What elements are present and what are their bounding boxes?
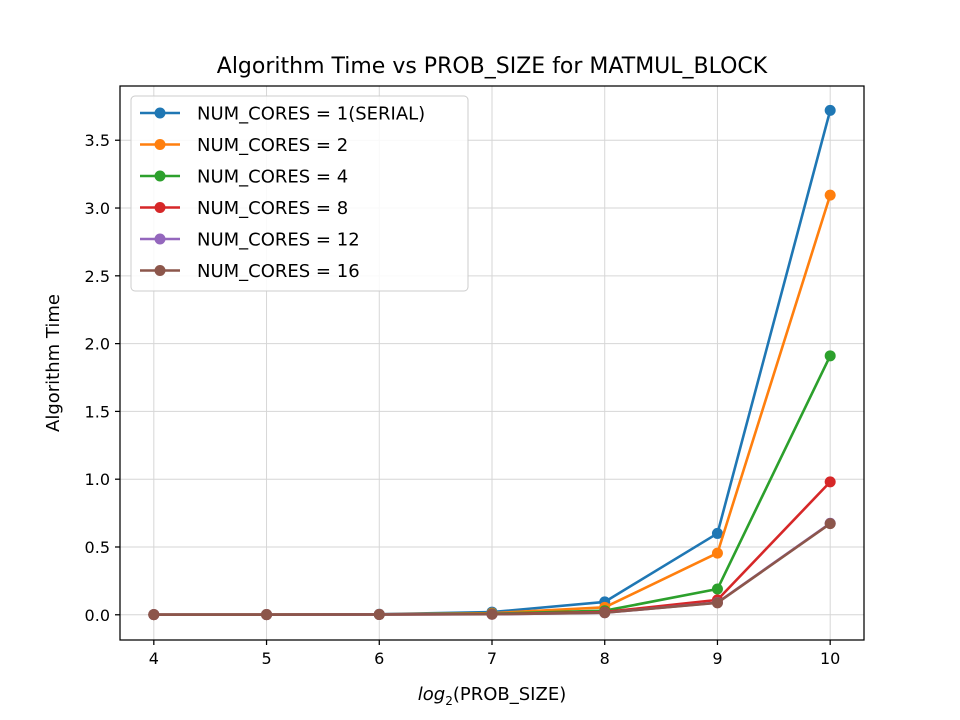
data-point — [824, 104, 836, 116]
y-axis-label: Algorithm Time — [43, 294, 64, 432]
x-tick-label: 6 — [374, 649, 384, 668]
x-tick-label: 4 — [149, 649, 159, 668]
y-tick-label: 0.5 — [85, 538, 110, 557]
legend-marker — [154, 170, 166, 182]
y-tick-label: 2.5 — [85, 267, 110, 286]
x-tick-label: 10 — [820, 649, 840, 668]
data-point — [148, 609, 160, 621]
y-tick-label: 2.0 — [85, 335, 110, 354]
legend-entry: NUM_CORES = 2 — [140, 135, 348, 156]
data-point — [711, 527, 723, 539]
y-tick-label: 0.0 — [85, 606, 110, 625]
legend-label: NUM_CORES = 8 — [197, 198, 348, 219]
series-layer — [148, 104, 836, 621]
x-axis-label: log2(PROB_SIZE) — [418, 684, 566, 708]
legend-entry: NUM_CORES = 1(SERIAL) — [140, 104, 425, 125]
x-axis-label-log: log — [418, 684, 445, 705]
legend-entry: NUM_CORES = 4 — [140, 167, 348, 188]
data-point — [824, 476, 836, 488]
data-point — [824, 350, 836, 362]
legend-marker — [154, 107, 166, 119]
legend-marker — [154, 265, 166, 276]
legend-entry: NUM_CORES = 16 — [140, 261, 360, 282]
chart-title: Algorithm Time vs PROB_SIZE for MATMUL_B… — [217, 54, 768, 79]
legend-label: NUM_CORES = 16 — [197, 261, 360, 282]
x-axis-label-subscript: 2 — [445, 694, 453, 708]
y-tick-label: 3.0 — [85, 199, 110, 218]
x-tick-label: 5 — [261, 649, 271, 668]
y-tick-label: 1.5 — [85, 402, 110, 421]
legend-marker — [154, 139, 166, 150]
data-point — [373, 609, 385, 621]
series-6 — [148, 518, 836, 621]
y-tick-label: 1.0 — [85, 470, 110, 489]
legend-entry: NUM_CORES = 12 — [140, 230, 360, 251]
legend-box — [130, 95, 469, 292]
x-tick-label: 7 — [487, 649, 497, 668]
axis-ticks: 4 5 6 7 8 9 10 0.0 0.5 1.0 1.5 2.0 2.5 3.0 3.5 — [85, 131, 841, 668]
x-tick-label: 8 — [600, 649, 610, 668]
y-tick-label: 3.5 — [85, 131, 110, 150]
data-point — [824, 518, 836, 530]
x-axis-label-main: (PROB_SIZE) — [453, 684, 566, 705]
legend-label: NUM_CORES = 2 — [197, 135, 348, 156]
legend-label: NUM_CORES = 4 — [197, 167, 348, 188]
legend: NUM_CORES = 1(SERIAL) NUM_CORES = 2 NUM_CO… — [130, 95, 469, 292]
data-point — [711, 583, 723, 595]
data-point — [261, 609, 273, 621]
data-point — [599, 607, 611, 619]
legend-label: NUM_CORES = 12 — [197, 230, 360, 251]
data-point — [824, 189, 836, 201]
legend-marker — [154, 233, 166, 245]
data-point — [711, 597, 723, 609]
data-point — [486, 608, 498, 620]
data-point — [711, 547, 723, 559]
x-tick-label: 9 — [712, 649, 722, 668]
legend-marker — [154, 202, 166, 213]
legend-entries: NUM_CORES = 1(SERIAL) NUM_CORES = 2 NUM_CO… — [140, 104, 425, 282]
legend-entry: NUM_CORES = 8 — [140, 198, 348, 219]
legend-label: NUM_CORES = 1(SERIAL) — [197, 104, 425, 125]
